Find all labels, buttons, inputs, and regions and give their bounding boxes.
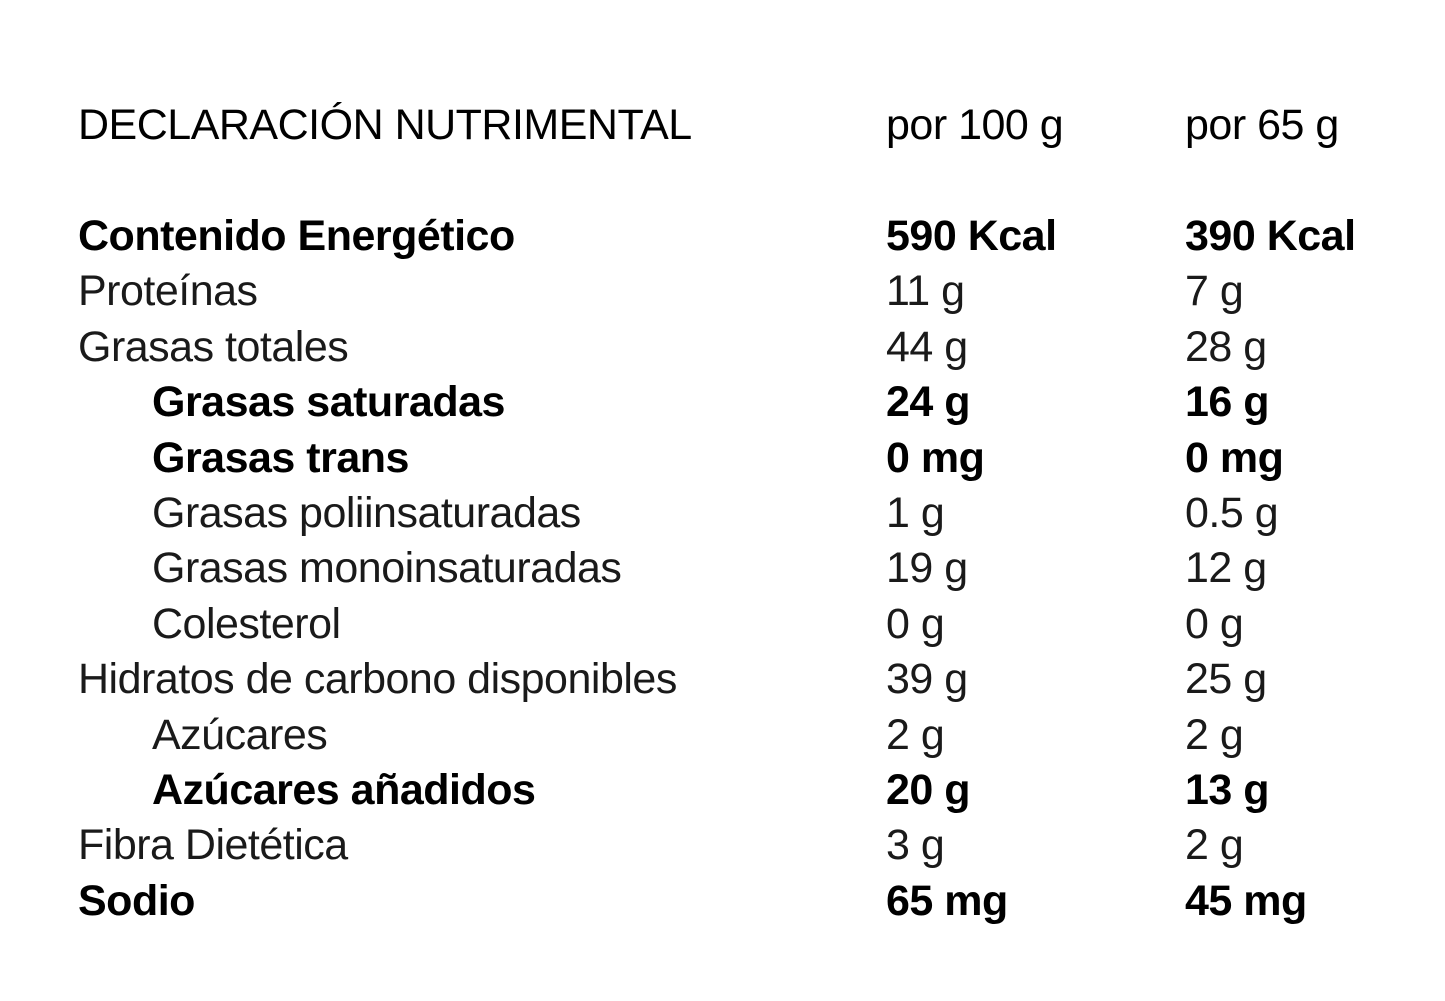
value-per-serving: 16 g <box>1185 378 1270 427</box>
nutrient-label: Azúcares añadidos <box>152 766 536 814</box>
nutrient-label: Azúcares <box>152 710 328 759</box>
value-per-100g: 39 g <box>886 655 968 704</box>
value-per-serving: 0 mg <box>1185 433 1284 482</box>
value-per-100g: 590 Kcal <box>886 212 1057 260</box>
nutrient-label: Colesterol <box>152 599 341 648</box>
value-per-100g: 0 mg <box>886 433 985 482</box>
nutrient-label: Proteínas <box>78 267 258 316</box>
nutrient-label: Grasas saturadas <box>152 378 505 427</box>
value-per-100g: 19 g <box>886 544 968 593</box>
value-per-100g: 24 g <box>886 378 971 427</box>
value-per-serving: 0.5 g <box>1185 489 1279 537</box>
nutrient-label: Contenido Energético <box>78 212 515 260</box>
value-per-serving: 390 Kcal <box>1185 212 1356 260</box>
value-per-100g: 20 g <box>886 766 971 814</box>
nutrient-label: Grasas trans <box>152 433 409 482</box>
nutrient-label: Fibra Dietética <box>78 821 348 870</box>
value-per-serving: 25 g <box>1185 655 1267 704</box>
value-per-100g: 1 g <box>886 489 945 537</box>
title: DECLARACIÓN NUTRIMENTAL <box>78 101 692 149</box>
value-per-serving: 2 g <box>1185 821 1244 870</box>
column-header: por 100 g <box>886 101 1064 149</box>
value-per-serving: 12 g <box>1185 544 1267 593</box>
value-per-100g: 0 g <box>886 599 945 648</box>
nutrient-label: Grasas monoinsaturadas <box>152 544 622 593</box>
nutrient-label: Grasas poliinsaturadas <box>152 489 581 537</box>
value-per-serving: 13 g <box>1185 766 1270 814</box>
nutrient-label: Hidratos de carbono disponibles <box>78 655 677 704</box>
nutrient-label: Grasas totales <box>78 322 349 371</box>
column-header: por 65 g <box>1185 101 1339 149</box>
value-per-serving: 7 g <box>1185 267 1244 316</box>
value-per-serving: 45 mg <box>1185 876 1307 925</box>
value-per-100g: 2 g <box>886 710 945 759</box>
value-per-100g: 44 g <box>886 322 968 371</box>
value-per-100g: 3 g <box>886 821 945 870</box>
value-per-serving: 0 g <box>1185 599 1244 648</box>
value-per-100g: 65 mg <box>886 876 1008 925</box>
value-per-100g: 11 g <box>886 267 965 316</box>
nutrient-label: Sodio <box>78 876 195 925</box>
value-per-serving: 28 g <box>1185 322 1267 371</box>
value-per-serving: 2 g <box>1185 710 1244 759</box>
